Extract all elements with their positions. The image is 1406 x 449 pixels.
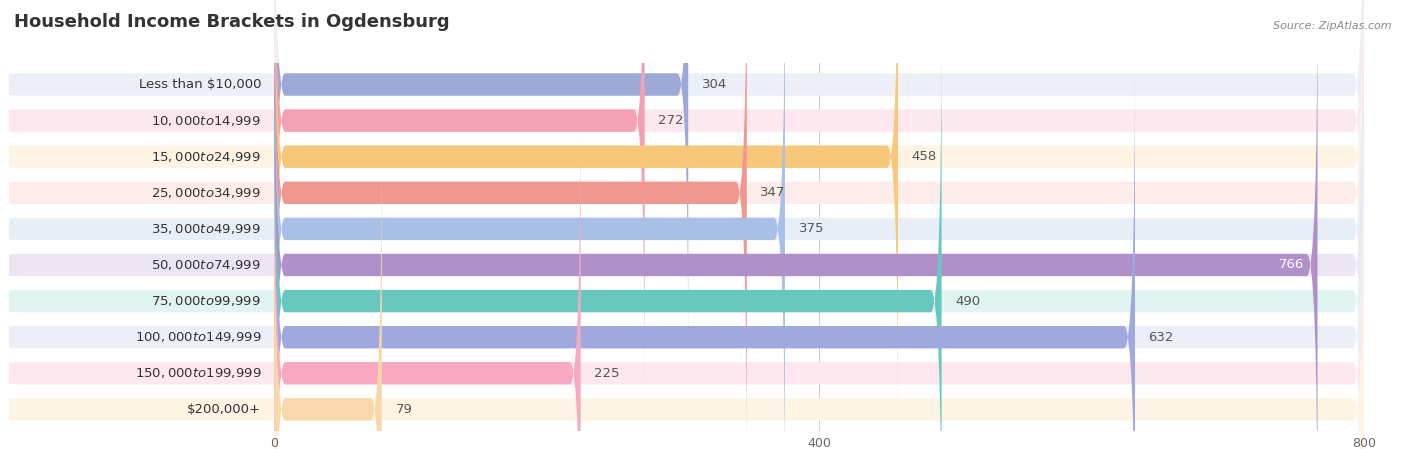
FancyBboxPatch shape — [8, 398, 280, 421]
FancyBboxPatch shape — [274, 0, 747, 449]
Text: $15,000 to $24,999: $15,000 to $24,999 — [152, 150, 262, 164]
FancyBboxPatch shape — [8, 254, 280, 276]
FancyBboxPatch shape — [8, 181, 280, 204]
FancyBboxPatch shape — [274, 0, 1364, 449]
Text: Source: ZipAtlas.com: Source: ZipAtlas.com — [1274, 22, 1392, 31]
Text: $200,000+: $200,000+ — [187, 403, 262, 416]
FancyBboxPatch shape — [274, 0, 1364, 398]
Text: 766: 766 — [1278, 259, 1303, 272]
FancyBboxPatch shape — [274, 0, 645, 398]
FancyBboxPatch shape — [274, 60, 1135, 449]
Text: $25,000 to $34,999: $25,000 to $34,999 — [152, 186, 262, 200]
Text: $75,000 to $99,999: $75,000 to $99,999 — [152, 294, 262, 308]
FancyBboxPatch shape — [274, 96, 581, 449]
FancyBboxPatch shape — [274, 0, 689, 362]
Text: Less than $10,000: Less than $10,000 — [139, 78, 262, 91]
Text: 79: 79 — [395, 403, 412, 416]
Text: 458: 458 — [911, 150, 936, 163]
Text: 225: 225 — [595, 367, 620, 380]
FancyBboxPatch shape — [8, 73, 280, 96]
FancyBboxPatch shape — [274, 0, 1317, 449]
FancyBboxPatch shape — [8, 145, 280, 168]
Text: $10,000 to $14,999: $10,000 to $14,999 — [152, 114, 262, 128]
FancyBboxPatch shape — [274, 0, 1364, 362]
FancyBboxPatch shape — [274, 23, 942, 449]
Text: 304: 304 — [702, 78, 727, 91]
FancyBboxPatch shape — [274, 96, 1364, 449]
FancyBboxPatch shape — [8, 218, 280, 240]
FancyBboxPatch shape — [8, 110, 280, 132]
Text: 375: 375 — [799, 222, 824, 235]
FancyBboxPatch shape — [8, 326, 280, 348]
FancyBboxPatch shape — [274, 0, 898, 434]
FancyBboxPatch shape — [274, 0, 1364, 449]
Text: $150,000 to $199,999: $150,000 to $199,999 — [135, 366, 262, 380]
FancyBboxPatch shape — [274, 132, 382, 449]
Text: $100,000 to $149,999: $100,000 to $149,999 — [135, 330, 262, 344]
Text: 632: 632 — [1149, 331, 1174, 343]
Text: Household Income Brackets in Ogdensburg: Household Income Brackets in Ogdensburg — [14, 13, 450, 31]
FancyBboxPatch shape — [274, 0, 1364, 434]
FancyBboxPatch shape — [274, 0, 785, 449]
FancyBboxPatch shape — [274, 60, 1364, 449]
Text: $50,000 to $74,999: $50,000 to $74,999 — [152, 258, 262, 272]
FancyBboxPatch shape — [8, 290, 280, 313]
FancyBboxPatch shape — [8, 362, 280, 384]
Text: 490: 490 — [955, 295, 980, 308]
FancyBboxPatch shape — [274, 23, 1364, 449]
Text: $35,000 to $49,999: $35,000 to $49,999 — [152, 222, 262, 236]
FancyBboxPatch shape — [274, 0, 1364, 449]
FancyBboxPatch shape — [274, 132, 1364, 449]
Text: 347: 347 — [761, 186, 786, 199]
Text: 272: 272 — [658, 114, 683, 127]
